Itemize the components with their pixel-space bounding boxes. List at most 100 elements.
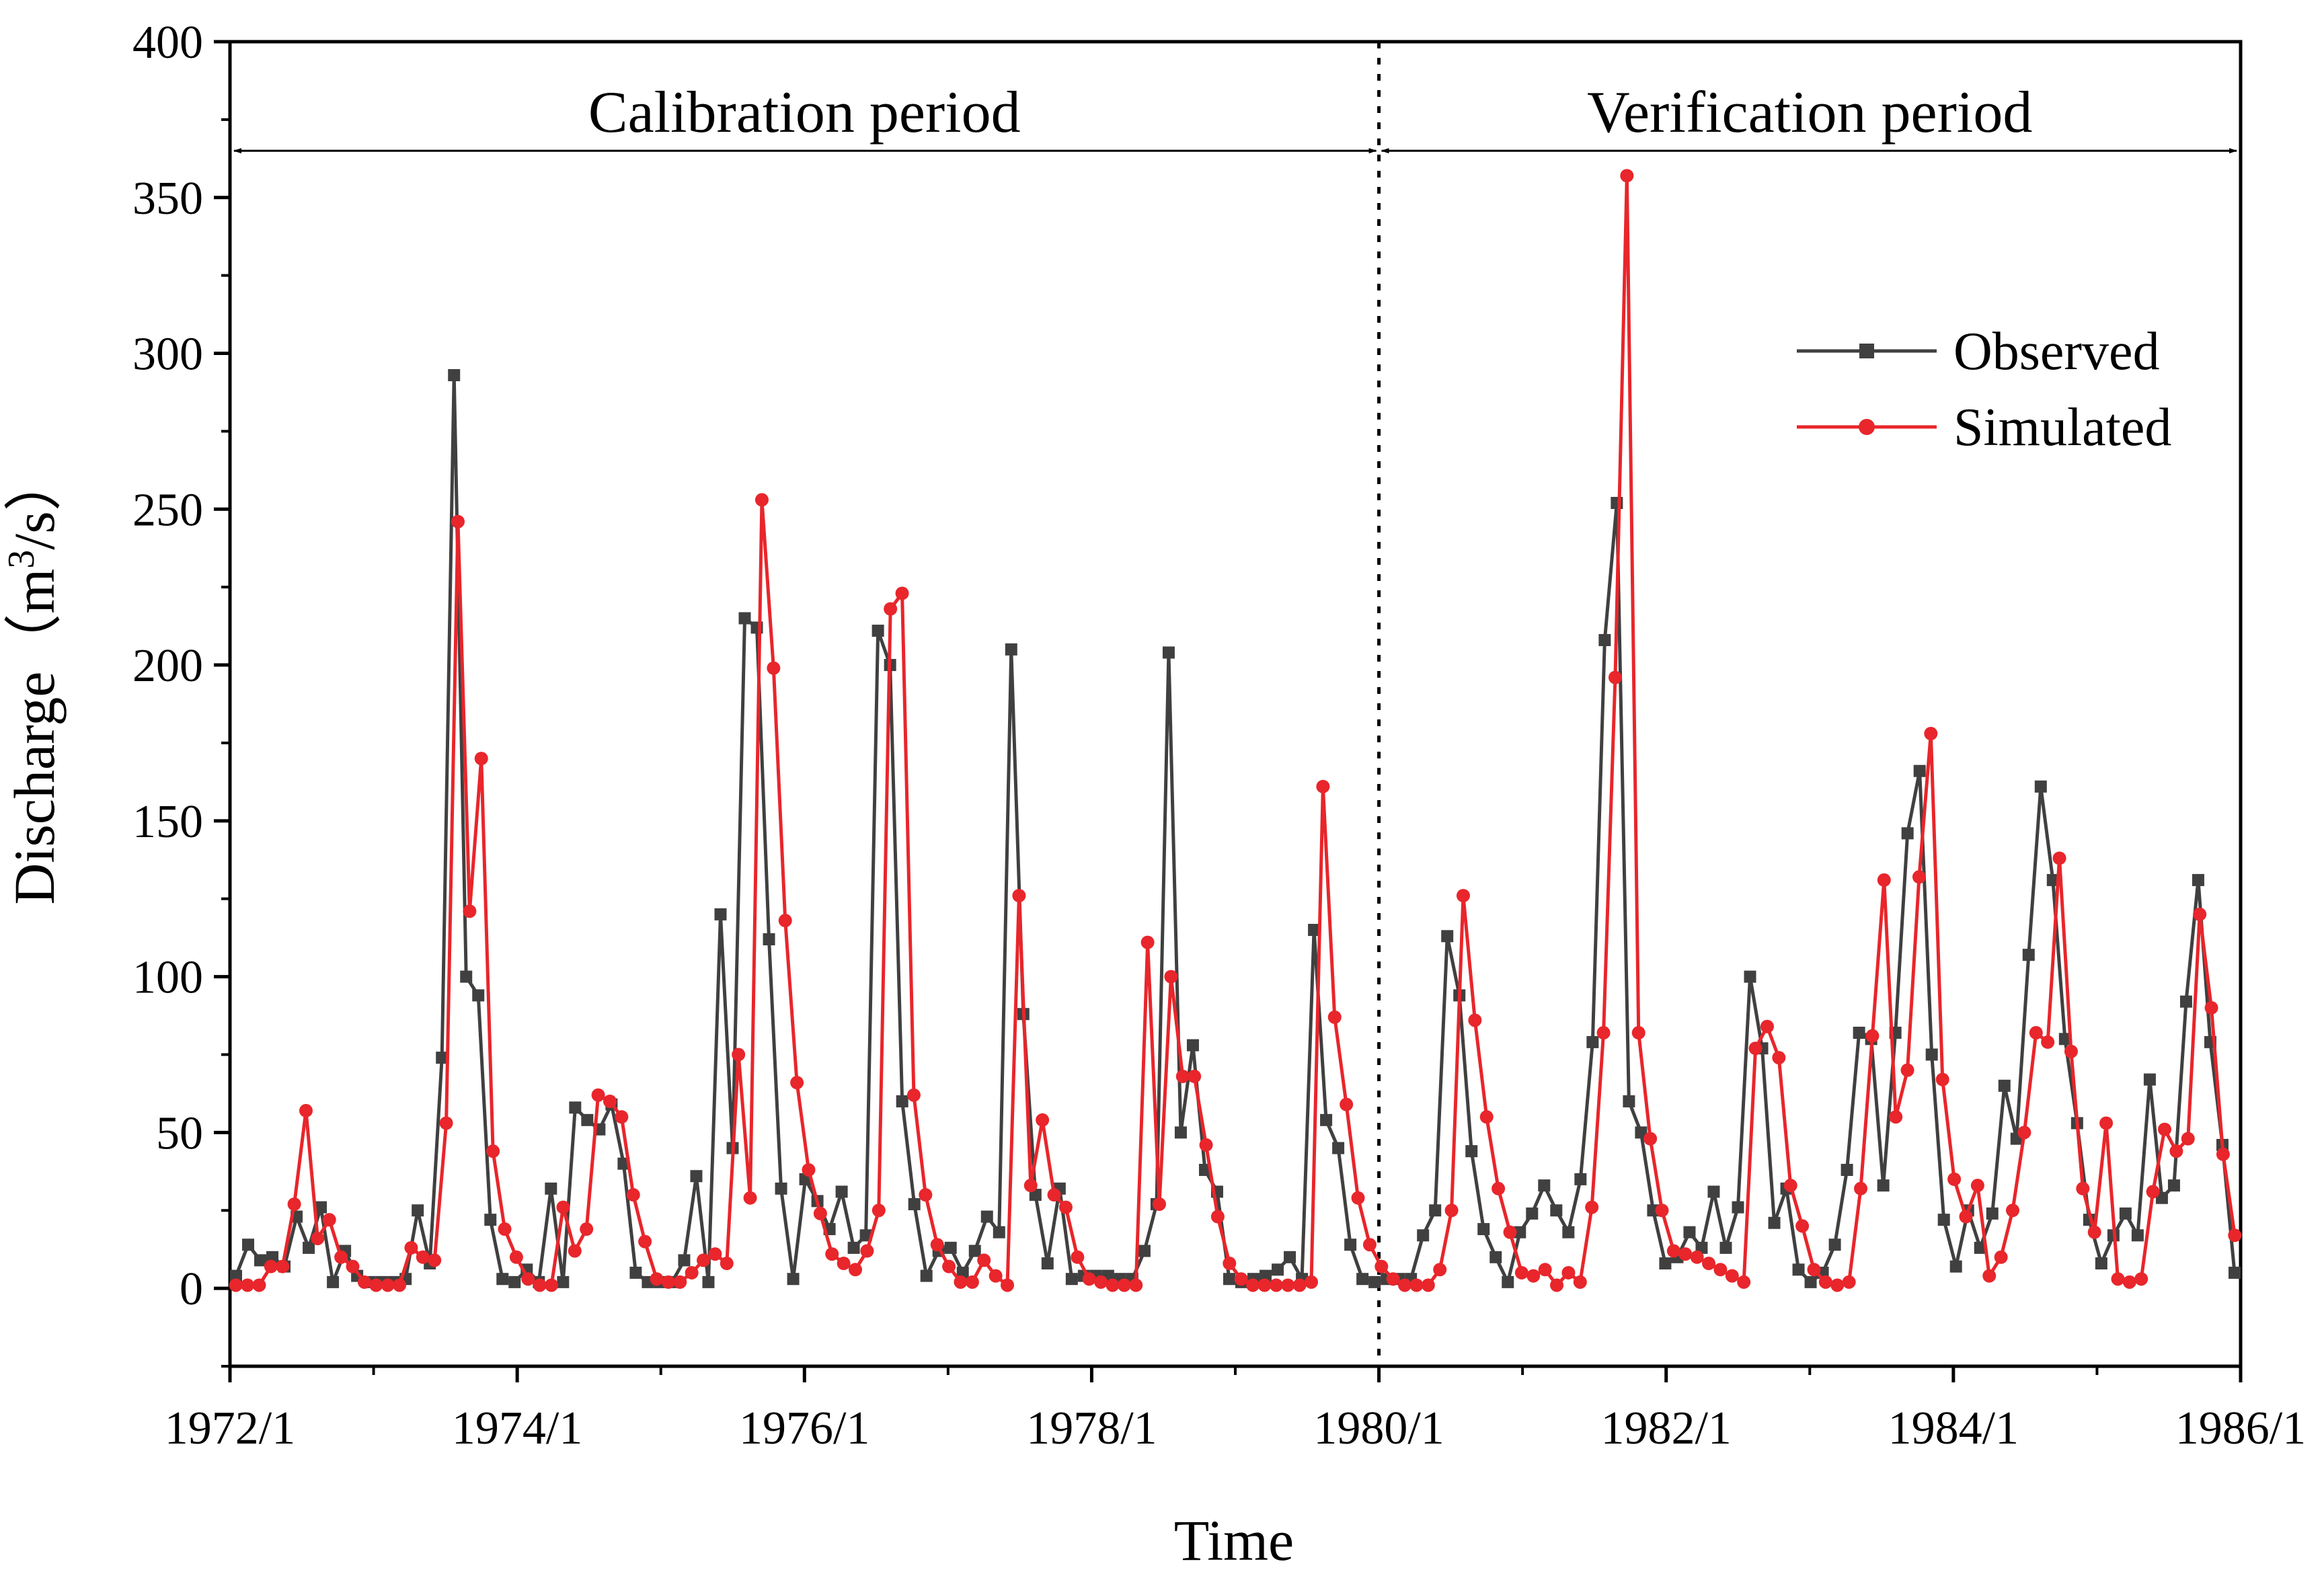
simulated-point [685,1265,699,1280]
observed-point [1138,1245,1151,1257]
observed-point [2046,873,2059,886]
observed-point [1804,1275,1817,1288]
simulated-point [790,1076,804,1090]
observed-point [230,1269,243,1282]
simulated-point [989,1269,1003,1283]
simulated-point [2146,1185,2160,1199]
simulated-point [919,1188,933,1202]
observed-point [1937,1214,1950,1226]
simulated-point [1830,1278,1845,1292]
simulated-point [346,1259,360,1273]
simulated-point [287,1197,301,1211]
simulated-point [299,1103,313,1117]
simulated-point [556,1200,570,1214]
simulated-point [2228,1228,2242,1243]
observed-point [1744,970,1756,983]
simulated-point [474,752,488,766]
simulated-point [2064,1044,2078,1058]
simulated-point [1842,1275,1856,1289]
observed-point [1538,1179,1551,1192]
x-tick-label: 1982/1 [1600,1403,1731,1454]
simulated-point [369,1278,383,1292]
simulated-point [1561,1265,1576,1280]
observed-point [1272,1263,1284,1276]
simulated-point [1492,1181,1506,1195]
observed-point [1005,643,1017,656]
observed-point [1417,1229,1430,1242]
simulated-point [439,1116,453,1130]
simulated-point [381,1278,395,1292]
simulated-point [498,1222,512,1236]
simulated-point [825,1247,839,1261]
observed-point [1441,930,1454,943]
simulated-point [977,1253,991,1267]
simulated-point [1398,1278,1412,1292]
simulated-point [1690,1250,1704,1264]
simulated-point [754,493,769,507]
simulated-point [1386,1272,1400,1286]
observed-point [496,1273,509,1286]
observed-point [1344,1238,1357,1251]
y-tick-label: 300 [132,329,203,381]
observed-point [968,1245,981,1257]
simulated-point [1468,1013,1482,1027]
observed-point [1502,1275,1514,1288]
observed-point [1465,1145,1478,1158]
observed-point [908,1197,921,1210]
y-tick-label: 0 [180,1263,203,1315]
simulated-point [1678,1247,1693,1261]
simulated-point [2193,907,2207,921]
observed-point [242,1238,255,1251]
y-tick-label: 50 [156,1107,203,1159]
simulated-point [334,1250,348,1264]
y-tick-label: 150 [132,796,203,848]
simulated-point [2052,851,2066,865]
verification-period-label: Verification period [1587,80,2032,145]
y-tick-label: 100 [132,952,203,1004]
simulated-point [697,1253,711,1267]
simulated-point [1666,1244,1680,1258]
simulated-point [1012,889,1026,903]
simulated-point [2204,1000,2218,1015]
simulated-point [1444,1204,1459,1218]
observed-point [1986,1207,1999,1220]
observed-point [1526,1207,1539,1220]
observed-point [2034,780,2047,793]
observed-point [1586,1035,1599,1048]
simulated-point [2216,1147,2230,1161]
simulated-point [1503,1225,1517,1239]
observed-point [944,1241,957,1254]
simulated-point [2041,1035,2055,1049]
simulated-point [1094,1275,1108,1289]
observed-point [1901,827,1914,840]
simulated-point [2099,1116,2114,1130]
simulated-point [638,1234,652,1249]
simulated-point [2158,1122,2172,1136]
observed-point [1174,1126,1187,1139]
observed-point [1332,1142,1345,1154]
y-tick-label: 200 [132,640,203,692]
observed-point [1284,1251,1296,1263]
simulated-line [235,173,2237,1287]
simulated-point [486,1144,500,1158]
simulated-point [1234,1272,1248,1286]
observed-point [460,970,473,983]
simulated-point [872,1204,886,1218]
simulated-point [732,1048,746,1062]
simulated-point [1702,1257,1716,1271]
legend-label: Observed [1953,322,2160,381]
simulated-point [1129,1278,1143,1292]
simulated-point [404,1241,418,1255]
observed-point [775,1182,787,1195]
simulated-point [849,1263,863,1277]
observed-point [847,1241,860,1254]
simulated-point [1409,1278,1424,1292]
simulated-point [1223,1257,1237,1271]
simulated-point [1257,1278,1272,1292]
simulated-point [2169,1144,2183,1158]
simulated-point [708,1247,722,1261]
observed-point [1477,1223,1490,1236]
simulated-point [837,1257,851,1271]
observed-point [2095,1257,2107,1270]
